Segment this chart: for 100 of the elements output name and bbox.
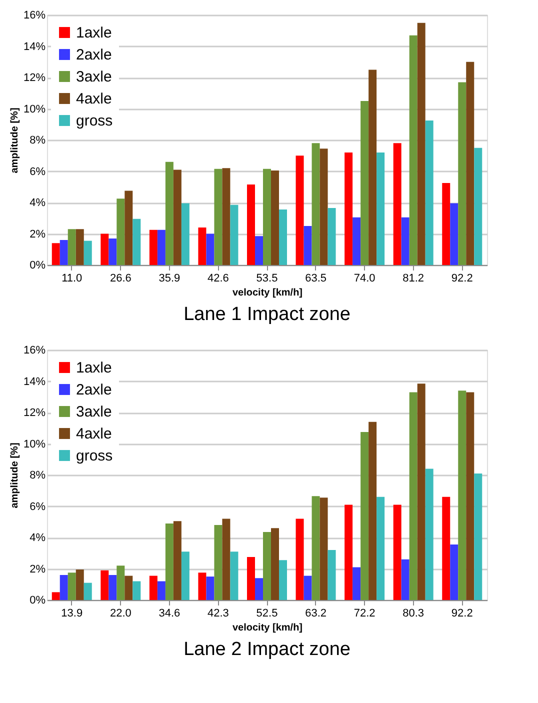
bar [466, 392, 474, 600]
x-tick-label: 26.6 [110, 272, 132, 284]
bar [108, 238, 117, 265]
bar [352, 217, 361, 265]
x-tick-label: 35.9 [158, 272, 180, 284]
bar [230, 204, 238, 265]
bar [271, 528, 279, 600]
legend-label: gross [76, 448, 113, 464]
y-tick-label: 6% [30, 500, 46, 513]
y-tick-label: 14% [23, 376, 46, 388]
bar [417, 384, 426, 600]
bar [401, 559, 410, 600]
y-tick-label: 6% [30, 166, 46, 178]
x-tick-label: 72.2 [354, 608, 376, 620]
bar [132, 581, 141, 600]
y-tick-label: 16% [23, 344, 46, 356]
bar [360, 100, 369, 265]
legend-label: 4axle [76, 426, 112, 442]
legend-label: 2axle [76, 46, 112, 64]
bar [181, 552, 190, 600]
bar [442, 496, 450, 600]
bar [263, 168, 271, 265]
x-tick-label: 74.0 [354, 272, 376, 284]
x-tick-label: 13.9 [61, 608, 83, 620]
bar [255, 578, 263, 600]
legend-label: 1axle [76, 24, 112, 42]
bar [320, 148, 328, 265]
bar [425, 468, 434, 600]
bar [157, 581, 166, 600]
y-tick-label: 2% [30, 563, 46, 576]
bar [68, 229, 76, 265]
text: Lane 1 Impact zone [184, 304, 350, 325]
legend-label: 3axle [76, 404, 112, 420]
bar [181, 203, 190, 265]
x-tick-label: 42.3 [208, 608, 229, 620]
y-tick-label: 10% [23, 438, 46, 450]
x-tick-label: 92.2 [451, 608, 473, 620]
bar [263, 532, 271, 600]
bar [409, 35, 418, 265]
bar [222, 518, 230, 600]
bar [100, 234, 109, 265]
bar [247, 184, 255, 265]
legend-label: 2axle [76, 382, 112, 398]
bar [320, 498, 328, 600]
bar [352, 567, 361, 600]
bar [76, 570, 84, 600]
bar [132, 218, 141, 265]
bar [417, 22, 426, 265]
y-tick-label: 8% [30, 134, 46, 146]
y-tick-label: 12% [23, 72, 46, 84]
bar [165, 162, 174, 265]
bar [173, 521, 182, 600]
y-axis-title: amplitude [%] [9, 442, 20, 508]
bar [458, 390, 466, 600]
bar [68, 572, 76, 600]
bar [474, 148, 482, 265]
legend-label: 3axle [76, 68, 112, 86]
bar [442, 182, 450, 265]
bar [328, 208, 336, 265]
y-tick-label: 8% [30, 470, 46, 482]
bar [52, 592, 60, 600]
y-tick-label: 14% [23, 40, 46, 53]
y-tick-label: 10% [23, 103, 46, 116]
bar [108, 575, 117, 600]
bar [328, 550, 336, 600]
bar [84, 582, 92, 600]
x-tick-label: 92.2 [451, 272, 473, 284]
x-tick-label: 80.3 [402, 608, 424, 620]
bar [222, 168, 230, 265]
legend-label: 4axle [76, 90, 112, 108]
x-tick-label: 53.5 [256, 272, 278, 284]
bar [409, 392, 418, 600]
bar [206, 234, 214, 265]
bar [76, 229, 84, 265]
bar [425, 120, 434, 265]
bar [279, 560, 287, 600]
y-tick-label: 4% [30, 532, 46, 544]
bar [296, 156, 304, 265]
y-axis-title: amplitude [%] [9, 108, 20, 174]
legend-label: 1axle [76, 360, 112, 376]
bar [450, 203, 458, 265]
bar [312, 143, 320, 265]
legend-label: gross [76, 112, 113, 130]
text: Lane 2 Impact zone [184, 639, 350, 660]
bar [368, 422, 377, 600]
bar [116, 566, 125, 600]
bar [376, 496, 385, 600]
x-tick-label: 63.2 [305, 608, 326, 620]
bar [100, 570, 109, 600]
bar [360, 432, 369, 600]
x-axis-title: velocity [km/h] [232, 622, 303, 634]
x-tick-label: 81.2 [402, 272, 424, 284]
bar [173, 170, 182, 265]
bar [214, 168, 222, 265]
y-tick-label: 16% [23, 10, 46, 22]
bar [304, 226, 312, 265]
y-tick-label: 0% [30, 594, 46, 606]
x-tick-label: 42.6 [208, 272, 229, 284]
x-tick-label: 63.5 [305, 272, 326, 284]
x-tick-label: 52.5 [256, 608, 278, 620]
